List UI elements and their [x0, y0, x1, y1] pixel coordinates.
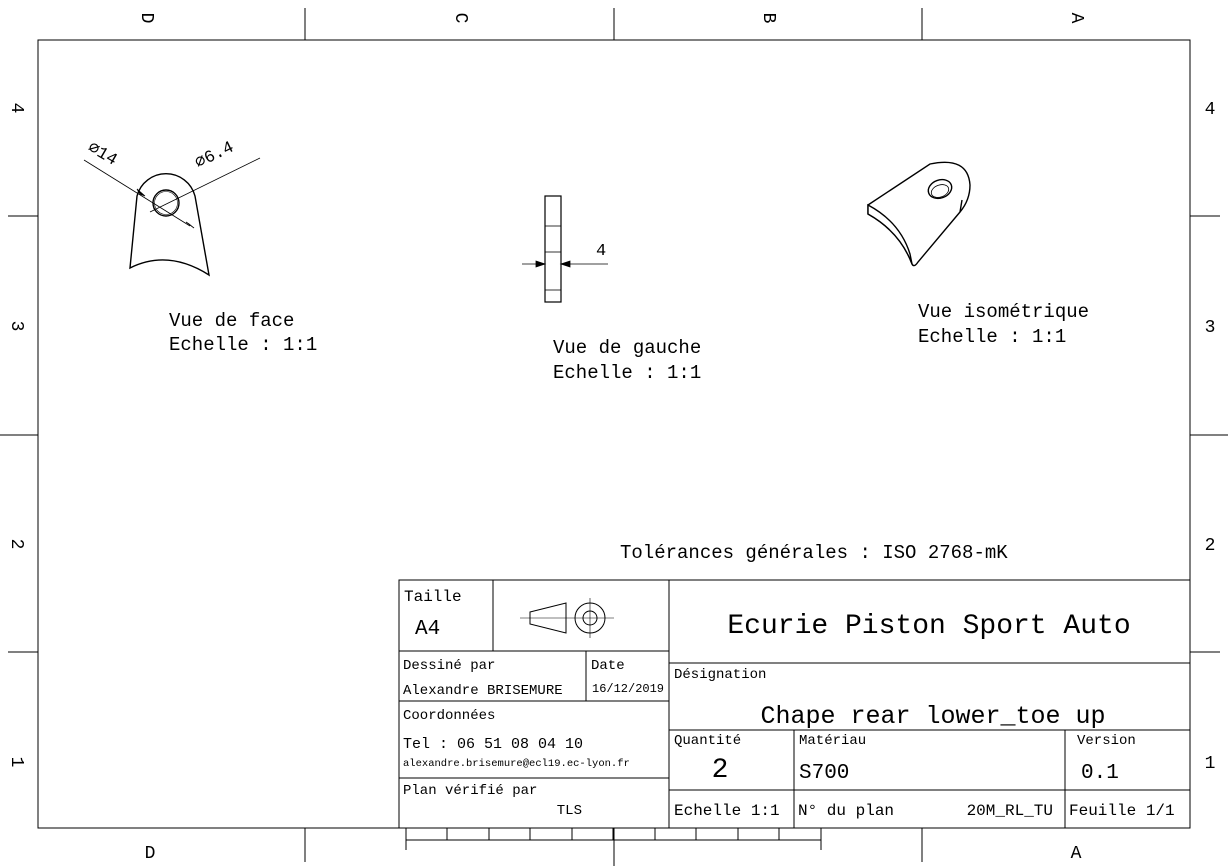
row-label: 2 [6, 539, 26, 550]
designation-value: Chape rear lower_toe up [760, 702, 1105, 731]
size-value: A4 [415, 618, 440, 641]
column-label: D [145, 844, 156, 864]
front-view: ∅14 ∅6.4 Vue de face Echelle : 1:1 [83, 138, 317, 356]
material-value: S700 [799, 762, 849, 785]
company-name: Ecurie Piston Sport Auto [727, 611, 1130, 642]
date-value: 16/12/2019 [592, 682, 664, 696]
front-view-outer-diameter: ∅14 [84, 139, 120, 171]
version-value: 0.1 [1081, 762, 1119, 785]
row-label: 4 [6, 103, 26, 114]
contact-label: Coordonnées [403, 708, 495, 724]
drawn-by-label: Dessiné par [403, 658, 495, 674]
designation-label: Désignation [674, 667, 766, 683]
projection-method-icon [520, 598, 614, 638]
row-labels-right: 4 3 2 1 [1205, 100, 1216, 774]
quantity-value: 2 [712, 755, 729, 786]
checked-by-label: Plan vérifié par [403, 783, 537, 799]
left-view-dimension [522, 260, 608, 268]
scale-value: Echelle 1:1 [674, 802, 780, 820]
title-block: Taille A4 Ecurie Piston Sport Auto Dessi… [398, 579, 1191, 850]
left-view-scale: Echelle : 1:1 [553, 362, 701, 384]
row-label: 2 [1205, 536, 1216, 556]
isometric-view-part [867, 161, 971, 267]
column-labels-top: D C B A [136, 13, 1086, 24]
front-view-scale: Echelle : 1:1 [169, 334, 317, 356]
sheet-number: Feuille 1/1 [1069, 802, 1175, 820]
size-label: Taille [404, 588, 462, 606]
column-label: C [450, 13, 470, 24]
left-view-thickness: 4 [596, 242, 606, 261]
row-labels-left: 4 3 2 1 [6, 103, 26, 768]
phone-number: Tel : 06 51 08 04 10 [403, 736, 583, 753]
date-label: Date [591, 658, 625, 674]
front-view-dimension-lines [83, 157, 261, 229]
front-view-inner-diameter: ∅6.4 [192, 138, 237, 173]
left-view-part [544, 195, 562, 303]
column-label: A [1071, 844, 1082, 864]
checked-by-value: TLS [557, 803, 582, 819]
drawn-by-value: Alexandre BRISEMURE [403, 683, 563, 699]
left-view-title: Vue de gauche [553, 337, 701, 359]
left-view: 4 Vue de gauche Echelle : 1:1 [522, 195, 701, 384]
row-label: 3 [1205, 318, 1216, 338]
material-label: Matériau [799, 733, 866, 749]
front-view-title: Vue de face [169, 310, 294, 332]
isometric-view: Vue isométrique Echelle : 1:1 [867, 161, 1089, 348]
isometric-view-scale: Echelle : 1:1 [918, 326, 1066, 348]
column-labels-bottom: D A [145, 844, 1082, 864]
plan-number-value: 20M_RL_TU [967, 802, 1053, 820]
drawing-frame [0, 8, 1228, 866]
row-label: 3 [6, 321, 26, 332]
version-label: Version [1077, 733, 1136, 749]
title-block-grid [398, 579, 1191, 850]
plan-number-label: N° du plan [798, 802, 894, 820]
column-label: D [136, 13, 156, 24]
column-label: B [758, 13, 778, 24]
email-address: alexandre.brisemure@ecl19.ec-lyon.fr [403, 758, 630, 770]
row-label: 1 [6, 757, 26, 768]
general-tolerances: Tolérances générales : ISO 2768-mK [620, 542, 1008, 564]
isometric-view-title: Vue isométrique [918, 301, 1089, 323]
column-label: A [1066, 13, 1086, 24]
row-label: 1 [1205, 754, 1216, 774]
quantity-label: Quantité [674, 733, 741, 749]
row-label: 4 [1205, 100, 1216, 120]
